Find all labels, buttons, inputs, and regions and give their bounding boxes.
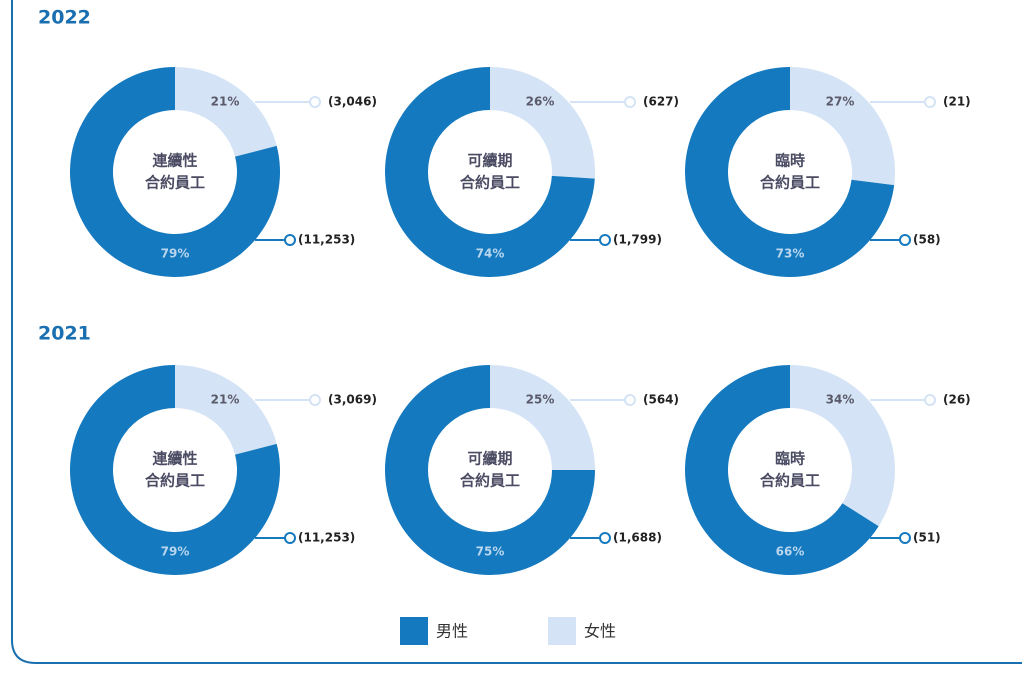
donut-segment xyxy=(685,365,879,575)
donut-segment xyxy=(490,365,595,470)
value-label: 21% xyxy=(211,95,240,109)
value-label: 66% xyxy=(776,545,805,559)
value-label: 25% xyxy=(526,393,555,407)
count-label: (11,253) xyxy=(298,531,355,545)
center-label: 合約員工 xyxy=(759,472,820,490)
center-label: 臨時 xyxy=(775,450,805,468)
count-label: (21) xyxy=(943,95,971,109)
center-label: 臨時 xyxy=(775,152,805,170)
leader-dot xyxy=(899,234,911,246)
center-label: 可續期 xyxy=(467,152,512,170)
value-label: 26% xyxy=(526,95,555,109)
donut-segment xyxy=(70,67,280,277)
section-title: 2021 xyxy=(38,323,91,345)
center-label: 連續性 xyxy=(152,152,197,170)
center-label: 合約員工 xyxy=(144,472,205,490)
leader-dot xyxy=(309,96,321,108)
count-label: (11,253) xyxy=(298,233,355,247)
value-label: 74% xyxy=(476,247,505,261)
leader-dot xyxy=(624,394,636,406)
center-label: 合約員工 xyxy=(759,174,820,192)
leader-dot xyxy=(924,394,936,406)
legend-label: 男性 xyxy=(436,622,468,641)
center-label: 連續性 xyxy=(152,450,197,468)
leader-dot xyxy=(284,234,296,246)
count-label: (1,799) xyxy=(613,233,662,247)
legend-swatch xyxy=(548,617,576,645)
value-label: 27% xyxy=(826,95,855,109)
donut-segment xyxy=(175,365,277,455)
donut-segment xyxy=(490,67,595,179)
leader-dot xyxy=(599,532,611,544)
count-label: (564) xyxy=(643,393,679,407)
donut-segment xyxy=(790,67,895,186)
count-label: (3,046) xyxy=(328,95,377,109)
donut-segment xyxy=(385,67,595,278)
value-label: 75% xyxy=(476,545,505,559)
leader-dot xyxy=(599,234,611,246)
frame xyxy=(11,0,1022,664)
center-label: 合約員工 xyxy=(459,174,520,192)
count-label: (1,688) xyxy=(613,531,662,545)
count-label: (3,069) xyxy=(328,393,377,407)
leader-dot xyxy=(624,96,636,108)
count-label: (627) xyxy=(643,95,679,109)
value-label: 34% xyxy=(826,393,855,407)
donut-segment xyxy=(685,67,895,278)
count-label: (58) xyxy=(913,233,941,247)
donut-segment xyxy=(70,365,280,575)
value-label: 73% xyxy=(776,247,805,261)
center-label: 合約員工 xyxy=(144,174,205,192)
donut-segment xyxy=(385,365,595,575)
count-label: (26) xyxy=(943,393,971,407)
legend-label: 女性 xyxy=(584,622,616,641)
leader-dot xyxy=(924,96,936,108)
leader-dot xyxy=(284,532,296,544)
value-label: 21% xyxy=(211,393,240,407)
value-label: 79% xyxy=(161,247,190,261)
value-label: 79% xyxy=(161,545,190,559)
center-label: 可續期 xyxy=(467,450,512,468)
leader-dot xyxy=(899,532,911,544)
donut-segment xyxy=(175,67,277,157)
center-label: 合約員工 xyxy=(459,472,520,490)
leader-dot xyxy=(309,394,321,406)
donut-segment xyxy=(790,365,895,527)
legend-swatch xyxy=(400,617,428,645)
count-label: (51) xyxy=(913,531,941,545)
section-title: 2022 xyxy=(38,7,91,29)
